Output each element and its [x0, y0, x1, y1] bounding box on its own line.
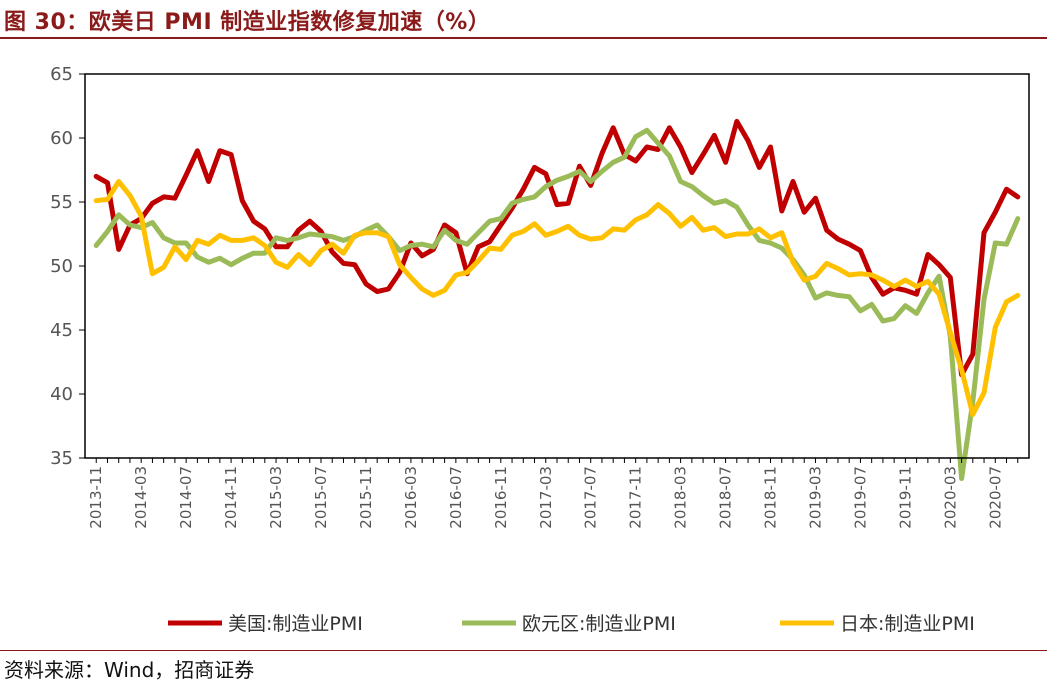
x-tick-label: 2016-07	[447, 466, 465, 529]
x-tick-label: 2018-07	[717, 466, 735, 529]
figure-title: 图 30：欧美日 PMI 制造业指数修复加速（%）	[4, 10, 491, 35]
y-tick-label: 45	[50, 320, 73, 341]
x-tick-label: 2018-03	[672, 466, 690, 529]
series-line-1	[93, 127, 1021, 481]
legend-label-0: 美国:制造业PMI	[228, 613, 363, 635]
y-tick-label: 55	[50, 192, 73, 213]
x-tick-label: 2018-11	[762, 466, 780, 529]
y-tick-label: 65	[50, 64, 73, 85]
x-tick-label: 2014-03	[132, 466, 150, 529]
y-tick-label: 35	[50, 448, 73, 469]
x-tick-label: 2016-11	[492, 466, 510, 529]
x-tick-label: 2017-03	[537, 466, 555, 529]
y-tick-label: 40	[50, 384, 73, 405]
source-rule	[0, 650, 1047, 651]
x-tick-label: 2020-07	[986, 466, 1004, 529]
legend-label-1: 欧元区:制造业PMI	[522, 613, 676, 635]
x-tick-label: 2019-11	[896, 466, 914, 529]
series-line-2	[93, 179, 1021, 417]
x-tick-label: 2014-11	[222, 466, 240, 529]
series-line-0	[93, 118, 1021, 378]
x-tick-label: 2017-07	[582, 466, 600, 529]
pmi-line-chart: 35 40 45 50 55 60 65 2013-11 2014-03 2014-07 2014…	[50, 64, 1030, 635]
x-tick-label: 2019-07	[851, 466, 869, 529]
x-tick-label: 2014-07	[177, 466, 195, 529]
source-note: 资料来源：Wind，招商证券	[4, 658, 255, 682]
x-tick-label: 2019-03	[806, 466, 824, 529]
legend-label-2: 日本:制造业PMI	[840, 613, 975, 635]
x-tick-label: 2020-03	[941, 466, 959, 529]
y-tick-label: 60	[50, 128, 73, 149]
x-tick-label: 2017-11	[627, 466, 645, 529]
title-rule	[0, 37, 1047, 39]
x-tick-label: 2015-11	[357, 466, 375, 529]
x-tick-label: 2016-03	[402, 466, 420, 529]
x-tick-label: 2013-11	[87, 466, 105, 529]
x-tick-label: 2015-03	[267, 466, 285, 529]
x-tick-label: 2015-07	[312, 466, 330, 529]
plot-area-border	[84, 73, 1030, 459]
y-tick-label: 50	[50, 256, 73, 277]
